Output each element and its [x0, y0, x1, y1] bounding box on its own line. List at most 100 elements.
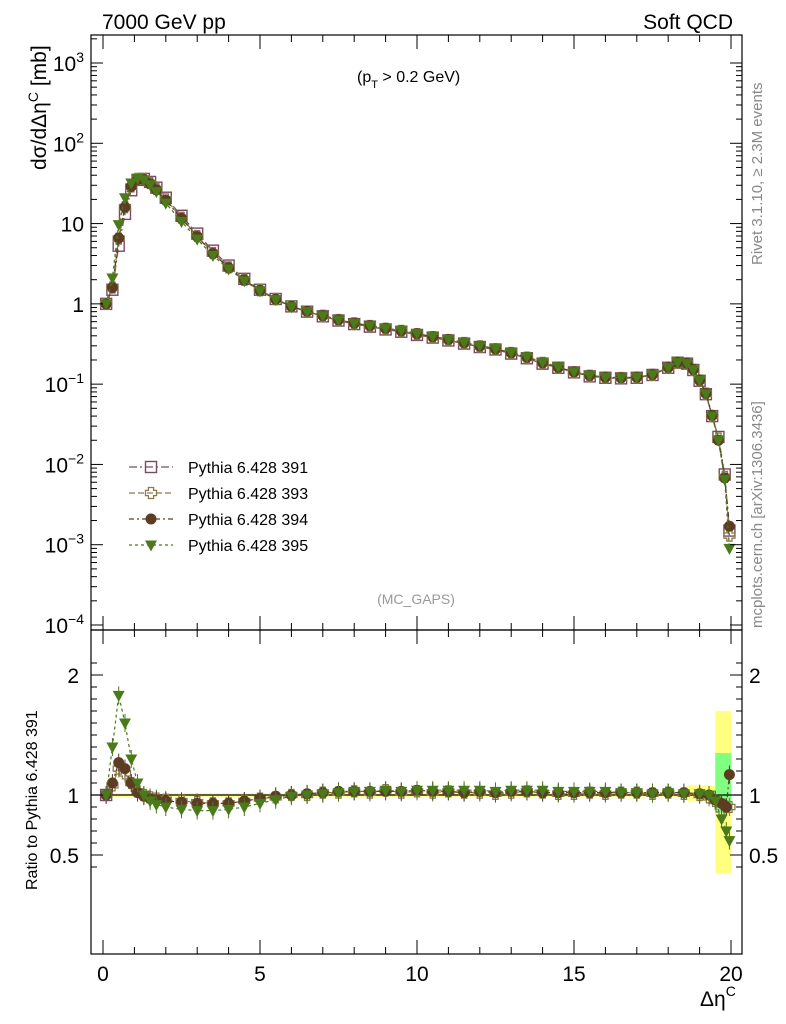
legend: Pythia 6.428 391 Pythia 6.428 393 Pythia 6…	[129, 460, 308, 555]
legend-label-395: Pythia 6.428 395	[188, 538, 308, 555]
ratio-point-395	[191, 806, 204, 818]
main-y-axis-label-unit: [mb]	[28, 45, 51, 92]
ratio-y-tick-label-right: 0.5	[749, 845, 778, 868]
ratio-point-395	[222, 804, 235, 816]
ratio-point-395	[395, 786, 408, 798]
ratio-y-tick-label: 1	[67, 785, 79, 808]
main-y-tick-label: 102	[53, 129, 84, 156]
main-point-395	[191, 234, 204, 246]
process-label: Soft QCD	[643, 11, 733, 34]
main-point-395	[348, 318, 361, 330]
ratio-point-395	[238, 802, 251, 814]
main-point-395	[285, 302, 298, 314]
main-point-395	[112, 220, 125, 232]
legend-entry-391: Pythia 6.428 391	[129, 460, 308, 477]
main-y-tick-label: 10−3	[45, 531, 85, 558]
ratio-point-394	[723, 769, 735, 781]
ratio-point-395	[473, 785, 486, 797]
legend-entry-394: Pythia 6.428 394	[129, 512, 308, 529]
ratio-point-395	[568, 786, 580, 798]
ratio-point-395	[125, 754, 138, 766]
main-point-394	[723, 520, 735, 532]
main-y-axis-label-sup: C	[25, 92, 41, 102]
ratio-point-395	[677, 789, 690, 801]
ratio-point-395	[715, 814, 728, 826]
ratio-point-395	[348, 786, 361, 798]
main-y-axis-label: dσ/dΔηC [mb]	[25, 45, 51, 170]
main-point-395	[687, 365, 700, 377]
ratio-y-tick-label-right: 2	[749, 665, 761, 688]
main-point-395	[706, 411, 719, 423]
ratio-point-394	[119, 763, 131, 775]
main-y-tick-label: 103	[53, 49, 84, 76]
pt-cut-suffix: > 0.2 GeV)	[378, 69, 460, 86]
ratio-point-395	[332, 788, 345, 800]
x-tick-label: 10	[405, 963, 428, 986]
ratio-point-395	[106, 742, 119, 754]
ratio-series-395	[100, 686, 736, 850]
ratio-y-tick-label: 2	[67, 665, 79, 688]
main-point-395	[712, 435, 725, 447]
legend-entry-395: Pythia 6.428 395	[129, 538, 308, 555]
ratio-point-395	[379, 785, 392, 797]
ratio-y-tick-label-right: 1	[749, 785, 761, 808]
legend-marker-394	[145, 513, 157, 525]
main-y-tick-label: 10	[61, 214, 84, 237]
pt-cut-prefix: (p	[357, 69, 371, 86]
main-point-395	[699, 389, 712, 401]
main-point-395	[379, 323, 392, 335]
main-point-394	[119, 201, 131, 213]
ratio-point-395	[159, 802, 172, 814]
main-point-395	[489, 343, 502, 355]
ratio-point-395	[630, 788, 643, 800]
ratio-point-395	[118, 718, 131, 730]
legend-label-393: Pythia 6.428 393	[188, 486, 308, 503]
ratio-point-395	[646, 789, 659, 801]
ratio-point-395	[552, 786, 565, 798]
main-point-395	[552, 362, 565, 374]
main-point-395	[718, 474, 731, 486]
main-point-395	[125, 178, 138, 190]
main-point-395	[301, 307, 314, 319]
ratio-series-line-395	[105, 695, 731, 841]
ratio-point-395	[458, 785, 471, 797]
ratio-point-395	[254, 798, 266, 810]
main-series-391	[99, 172, 736, 537]
main-point-395	[106, 273, 119, 285]
main-point-395	[137, 175, 150, 187]
ratio-point-395	[723, 836, 736, 848]
x-tick-label: 15	[562, 963, 585, 986]
ratio-point-395	[100, 790, 113, 802]
main-point-395	[426, 331, 439, 343]
ratio-point-395	[137, 790, 150, 802]
main-point-395	[583, 370, 596, 382]
main-point-395	[118, 193, 131, 205]
ratio-point-395	[720, 826, 733, 838]
ratio-point-395	[144, 796, 157, 808]
ratio-point-395	[536, 785, 549, 797]
main-point-395	[332, 315, 345, 327]
ratio-plot-frame	[90, 629, 743, 955]
main-point-395	[269, 295, 282, 307]
ratio-point-395	[709, 796, 722, 808]
main-point-395	[630, 372, 643, 384]
collision-label: 7000 GeV pp	[102, 11, 226, 34]
main-y-tick-label: 10−2	[45, 450, 85, 477]
ratio-point-395	[175, 804, 188, 816]
ratio-point-395	[316, 789, 329, 801]
ratio-point-395	[112, 690, 125, 702]
legend-marker-393	[144, 486, 158, 500]
mcplots-label: mcplots.cern.ch [arXiv:1306.3436]	[749, 401, 766, 628]
rivet-label: Rivet 3.1.10, ≥ 2.3M events	[749, 83, 766, 266]
main-y-tick-label: 10−1	[45, 370, 85, 397]
ratio-point-395	[426, 785, 439, 797]
main-y-tick-label: 10−4	[45, 611, 85, 638]
ratio-point-395	[520, 785, 533, 797]
ratio-point-395	[206, 806, 219, 818]
main-point-395	[520, 352, 533, 364]
ratio-point-395	[301, 790, 314, 802]
x-tick-label: 0	[97, 963, 109, 986]
main-point-395	[159, 198, 172, 210]
main-point-395	[671, 358, 684, 370]
